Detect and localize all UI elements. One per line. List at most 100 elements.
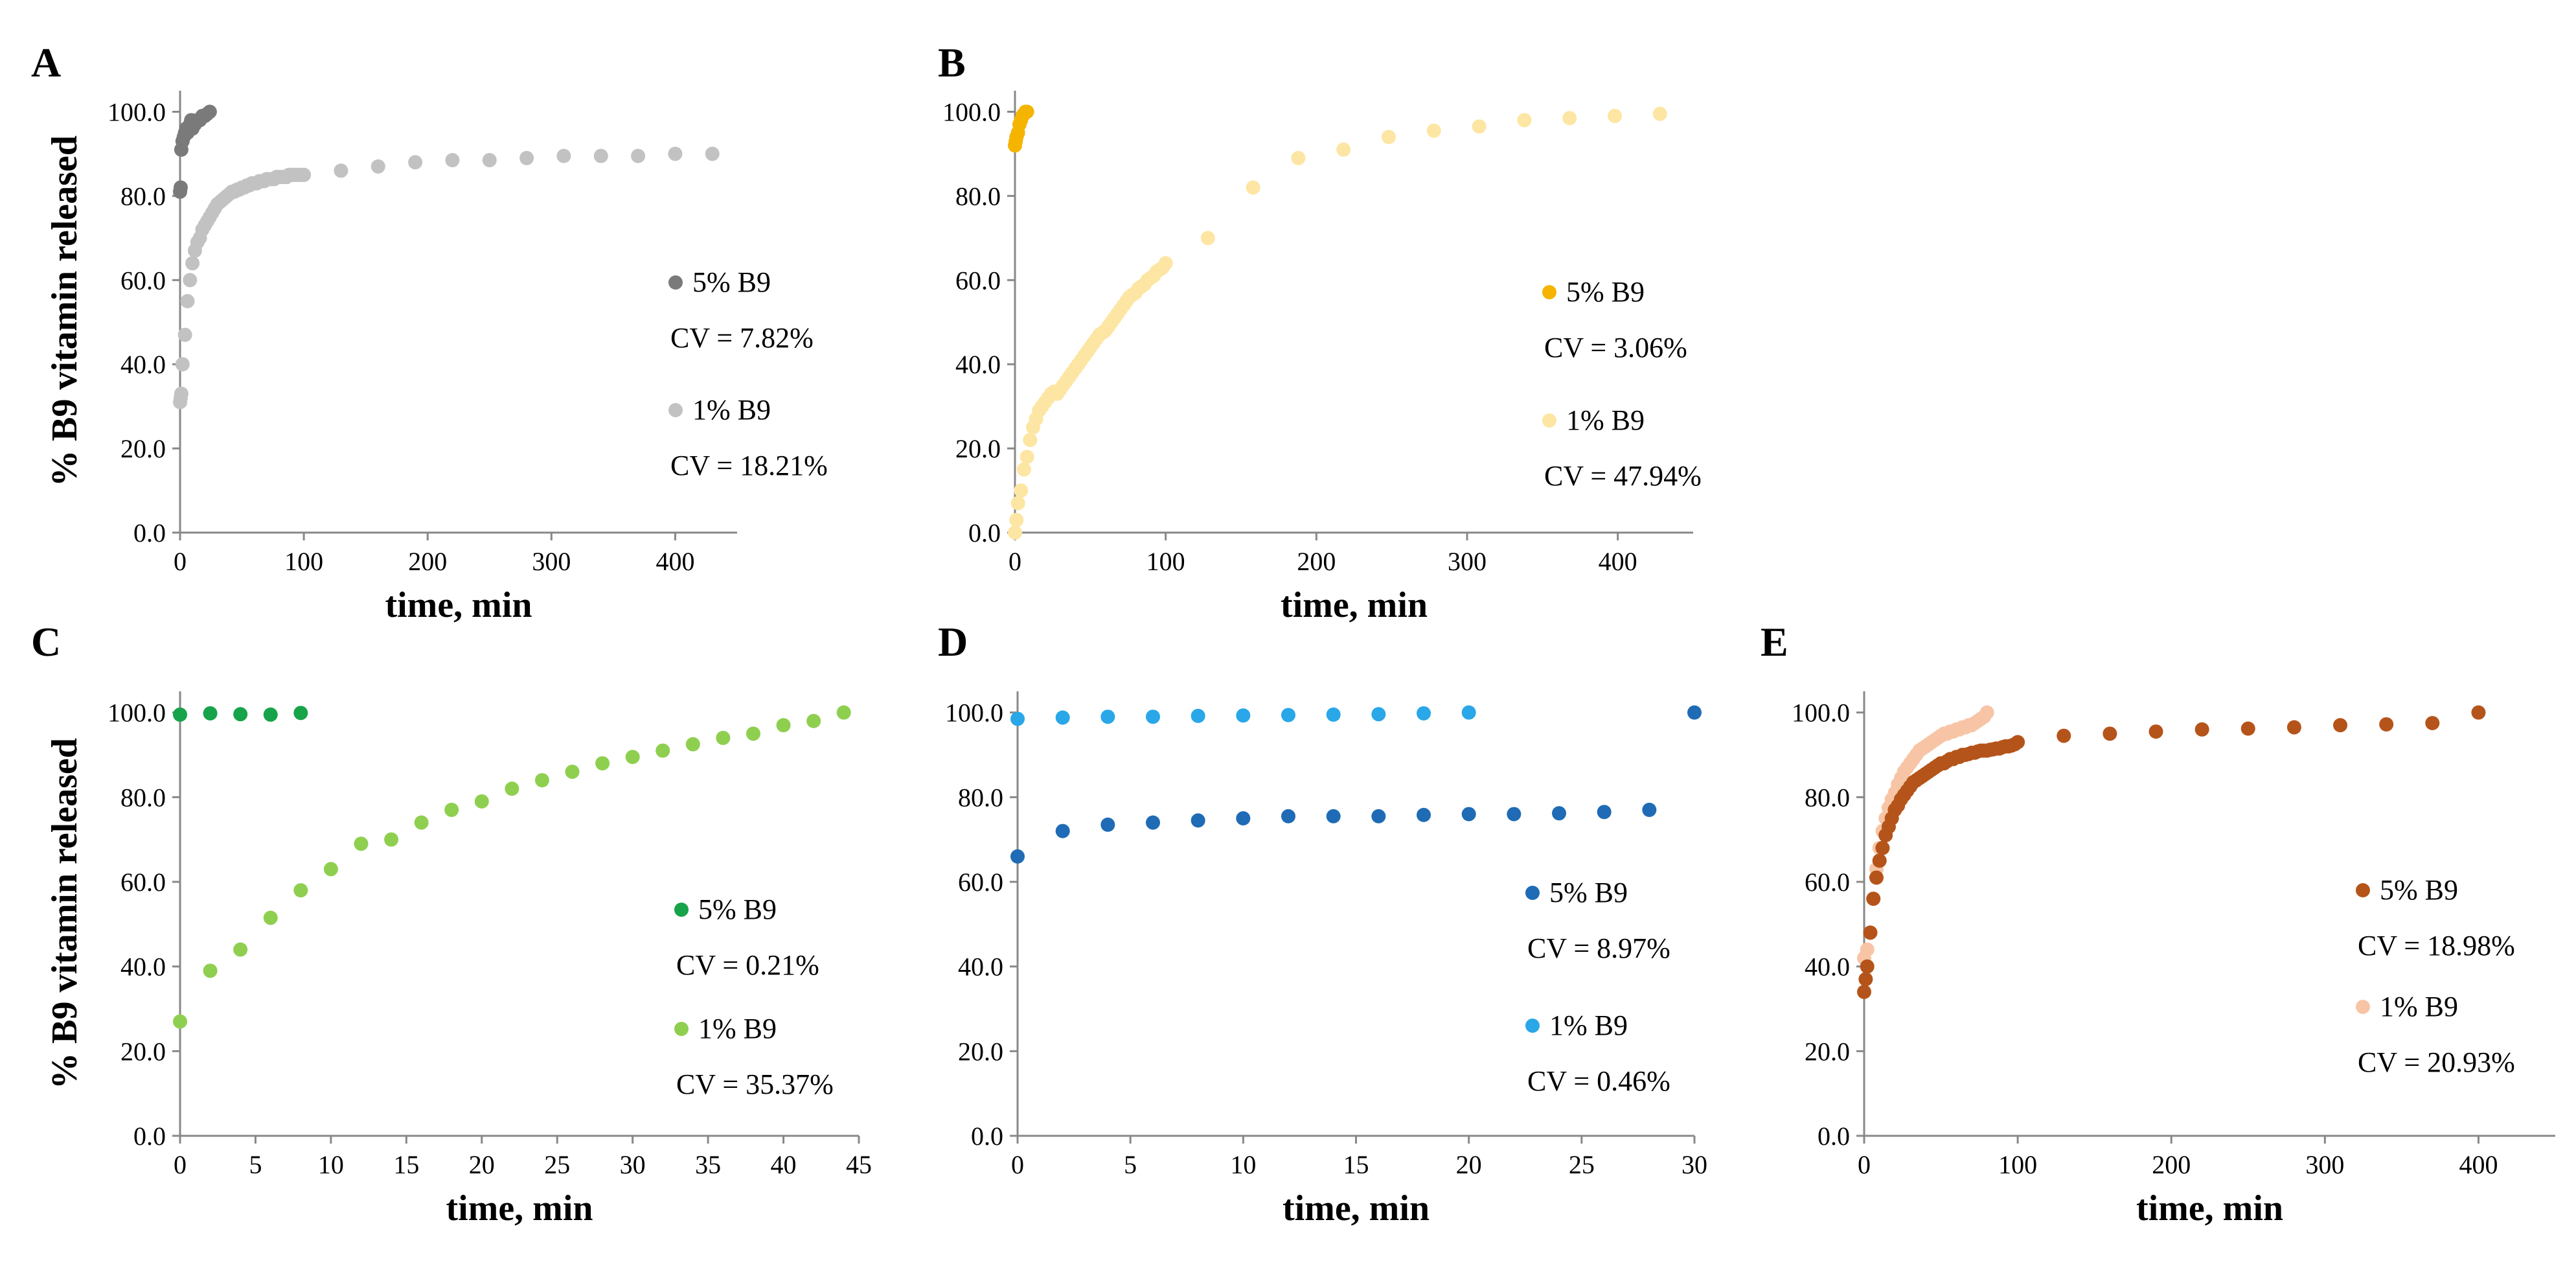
y-tick-label: 80.0 [120, 181, 166, 211]
panel-a: A 0.0 20.0 40.0 60.0 80.0 100.0 0 100 200 300 400 ti… [31, 40, 828, 625]
data-point [1016, 462, 1031, 477]
legend-marker [1525, 886, 1540, 900]
data-point [716, 730, 731, 745]
data-point [482, 153, 497, 168]
data-point [203, 706, 218, 720]
y-tick-label: 80.0 [955, 181, 1001, 211]
data-point [2103, 726, 2117, 741]
legend-label: 1% B9 [698, 1013, 777, 1044]
legend-label: 1% B9 [1566, 404, 1645, 436]
data-point [233, 707, 248, 722]
data-point [1860, 942, 1875, 957]
data-point [1866, 892, 1881, 906]
x-tick-label: 400 [1599, 547, 1637, 576]
panel-c: C 0.0 20.0 40.0 60.0 80.0 100.0 0 5 10 15 20 25 30 35 4… [31, 619, 872, 1228]
data-point [1291, 150, 1306, 165]
data-point [1461, 807, 1476, 822]
panel-b: B 0.0 20.0 40.0 60.0 80.0 100.0 0 100 200 300 400 ti… [938, 40, 1702, 625]
x-tick-label: 0 [1011, 1150, 1024, 1179]
data-point [1146, 709, 1160, 724]
data-point [263, 707, 278, 722]
data-point [263, 910, 278, 925]
y-tick-label: 100.0 [945, 698, 1003, 728]
series-5pct [1008, 104, 1034, 153]
data-point [1100, 817, 1115, 832]
y-tick-label: 0.0 [968, 518, 1001, 548]
x-tick-label: 0 [1009, 547, 1021, 576]
legend-label: 5% B9 [2380, 874, 2458, 906]
y-tick-label: 80.0 [1805, 783, 1850, 812]
y-tick-label: 60.0 [1805, 868, 1850, 897]
y-axis-title: % B9 vitamin released [45, 738, 85, 1089]
data-point [1281, 809, 1295, 824]
data-point [293, 883, 308, 898]
series-5pct [173, 706, 308, 722]
x-tick-label: 5 [1124, 1150, 1137, 1179]
data-point [1687, 705, 1702, 720]
data-point [474, 794, 489, 809]
panel-letter: B [938, 40, 966, 86]
series-1pct [1008, 106, 1667, 540]
legend-cv: CV = 3.06% [1544, 332, 1687, 363]
data-point [2149, 724, 2163, 739]
y-tick-label: 40.0 [955, 350, 1001, 379]
y-tick-label: 20.0 [120, 434, 166, 463]
data-point [746, 726, 760, 741]
x-tick-label: 5 [249, 1150, 262, 1179]
data-point [776, 718, 791, 733]
y-tick-label: 40.0 [958, 952, 1003, 982]
data-point [445, 153, 460, 168]
panel-letter: C [31, 619, 61, 665]
data-point [1472, 119, 1487, 134]
data-point [1009, 513, 1024, 527]
data-point [202, 104, 217, 119]
data-point [595, 756, 610, 771]
y-tick-label: 40.0 [1805, 952, 1850, 982]
y-tick-label: 20.0 [955, 434, 1001, 463]
data-point [685, 737, 700, 752]
x-tick-label: 20 [469, 1150, 495, 1179]
y-tick-label: 20.0 [1805, 1037, 1850, 1066]
x-tick-label: 40 [771, 1150, 797, 1179]
data-point [1461, 705, 1476, 720]
data-point [556, 148, 571, 163]
legend-marker [1542, 413, 1556, 428]
y-tick-label: 80.0 [120, 783, 166, 812]
x-tick-label: 15 [1343, 1150, 1369, 1179]
x-axis-title: time, min [2136, 1188, 2283, 1228]
x-axis-title: time, min [446, 1188, 593, 1228]
legend-cv: CV = 0.21% [676, 949, 819, 981]
data-point [1608, 108, 1623, 123]
data-point [2011, 735, 2025, 750]
data-point [2379, 717, 2394, 732]
x-axis-title: time, min [385, 585, 532, 625]
x-tick-label: 0 [1858, 1150, 1871, 1179]
legend-label: 5% B9 [698, 893, 777, 925]
x-tick-label: 200 [1297, 547, 1336, 576]
data-point [1055, 824, 1070, 838]
data-point [2286, 720, 2301, 735]
data-point [370, 159, 385, 174]
data-point [1200, 231, 1215, 246]
data-point [1875, 840, 1890, 855]
legend-cv: CV = 7.82% [670, 322, 814, 354]
data-point [1326, 707, 1341, 722]
series-1pct [173, 705, 851, 1029]
y-tick-label: 0.0 [1818, 1122, 1850, 1151]
legend-marker [674, 1022, 689, 1036]
x-tick-label: 200 [2152, 1150, 2191, 1179]
x-tick-label: 300 [532, 547, 571, 576]
legend-marker [668, 275, 683, 290]
data-point [1371, 809, 1386, 824]
data-point [414, 815, 429, 830]
y-tick-label: 100.0 [108, 97, 166, 126]
y-tick-label: 60.0 [120, 868, 166, 897]
data-point [2425, 716, 2440, 730]
legend-cv: CV = 35.37% [676, 1068, 834, 1100]
legend-marker [1542, 285, 1556, 299]
legend-label: 1% B9 [2380, 991, 2458, 1022]
data-point [1055, 710, 1070, 725]
data-point [1020, 450, 1034, 465]
data-point [1008, 525, 1022, 540]
